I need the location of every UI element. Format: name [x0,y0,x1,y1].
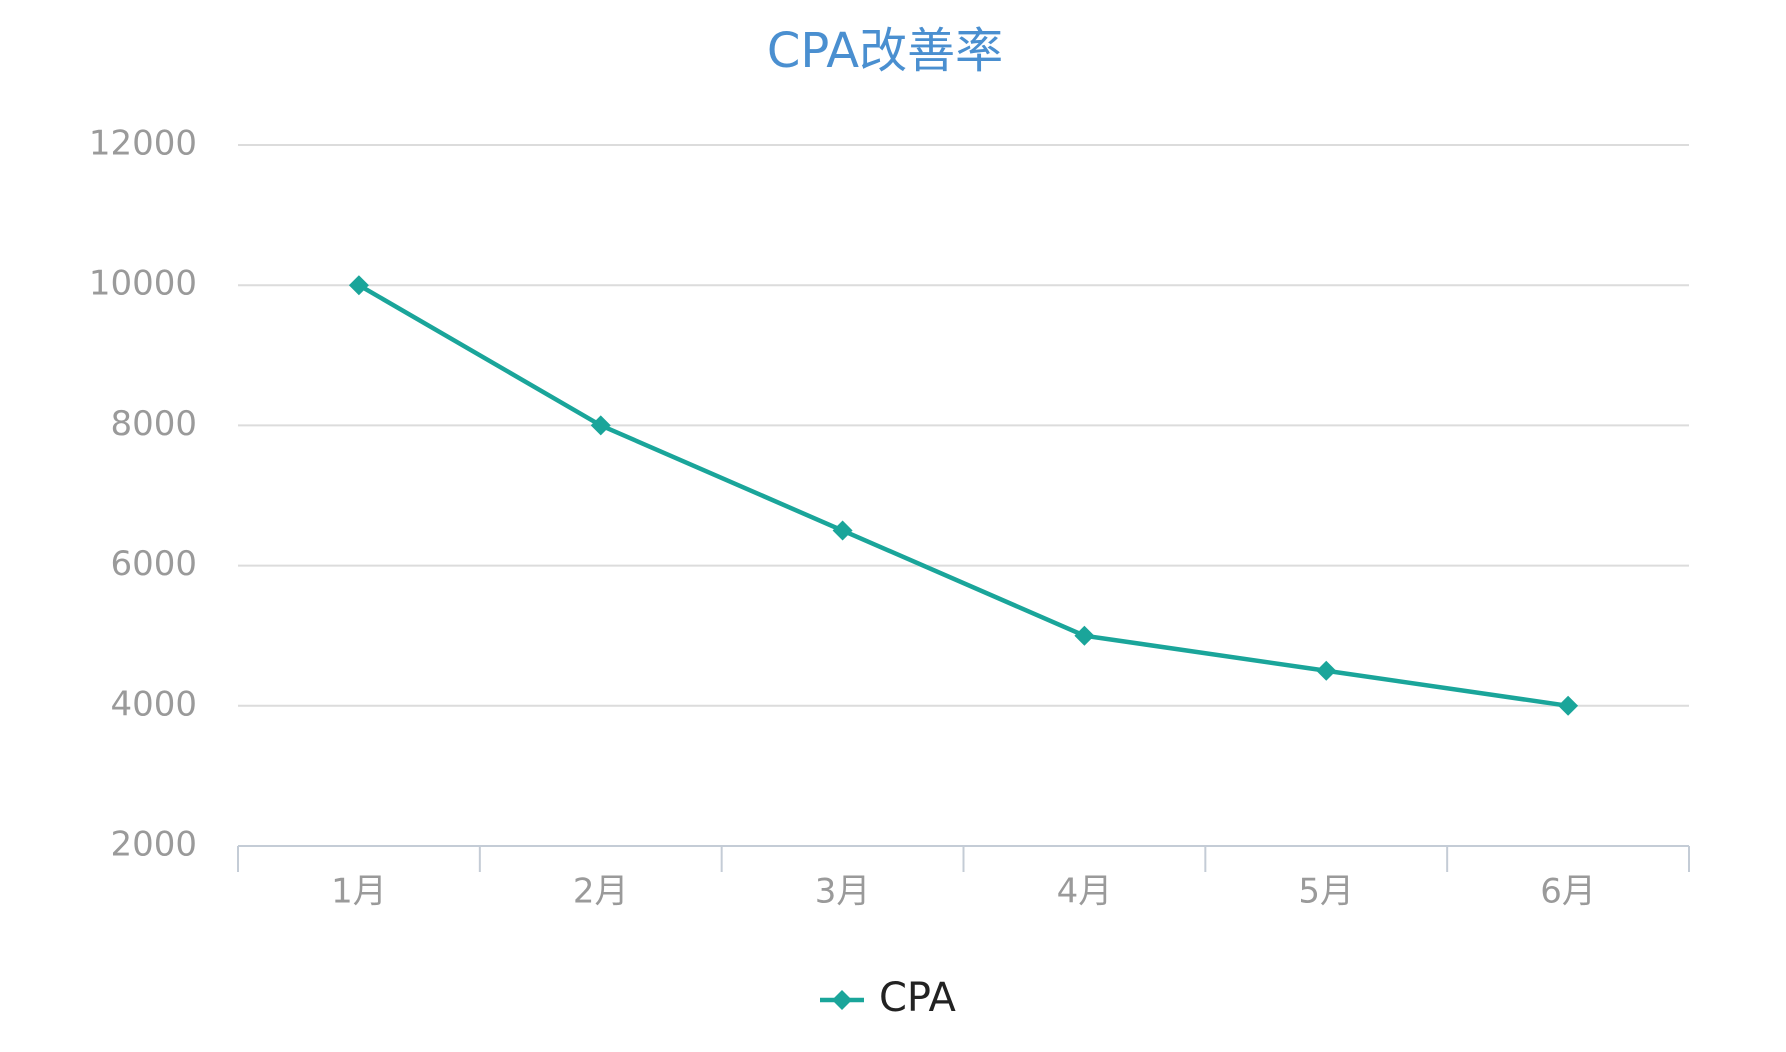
y-tick-label: 6000 [110,544,197,584]
point [590,415,611,436]
legend-label: CPA [879,975,956,1021]
x-tick-label: 1月 [331,872,387,912]
x-tick-label: 3月 [815,872,871,912]
point [832,520,853,541]
y-tick-label: 2000 [110,825,197,865]
y-tick-label: 8000 [110,404,197,444]
point [1558,695,1579,716]
line [357,283,1569,709]
y-tick-label: 4000 [110,684,197,724]
chart-title: CPA改善率 [767,23,1003,79]
x-tick-label: 4月 [1057,872,1113,912]
y-tick-label: 12000 [89,124,197,164]
legend-marker [832,990,852,1010]
x-tick-label: 6月 [1540,872,1596,912]
x-tick-label: 2月 [573,872,629,912]
point [1074,625,1095,646]
point [1316,660,1337,681]
x-tick-label: 5月 [1298,872,1354,912]
y-tick-label: 10000 [89,264,197,304]
point [348,275,369,296]
